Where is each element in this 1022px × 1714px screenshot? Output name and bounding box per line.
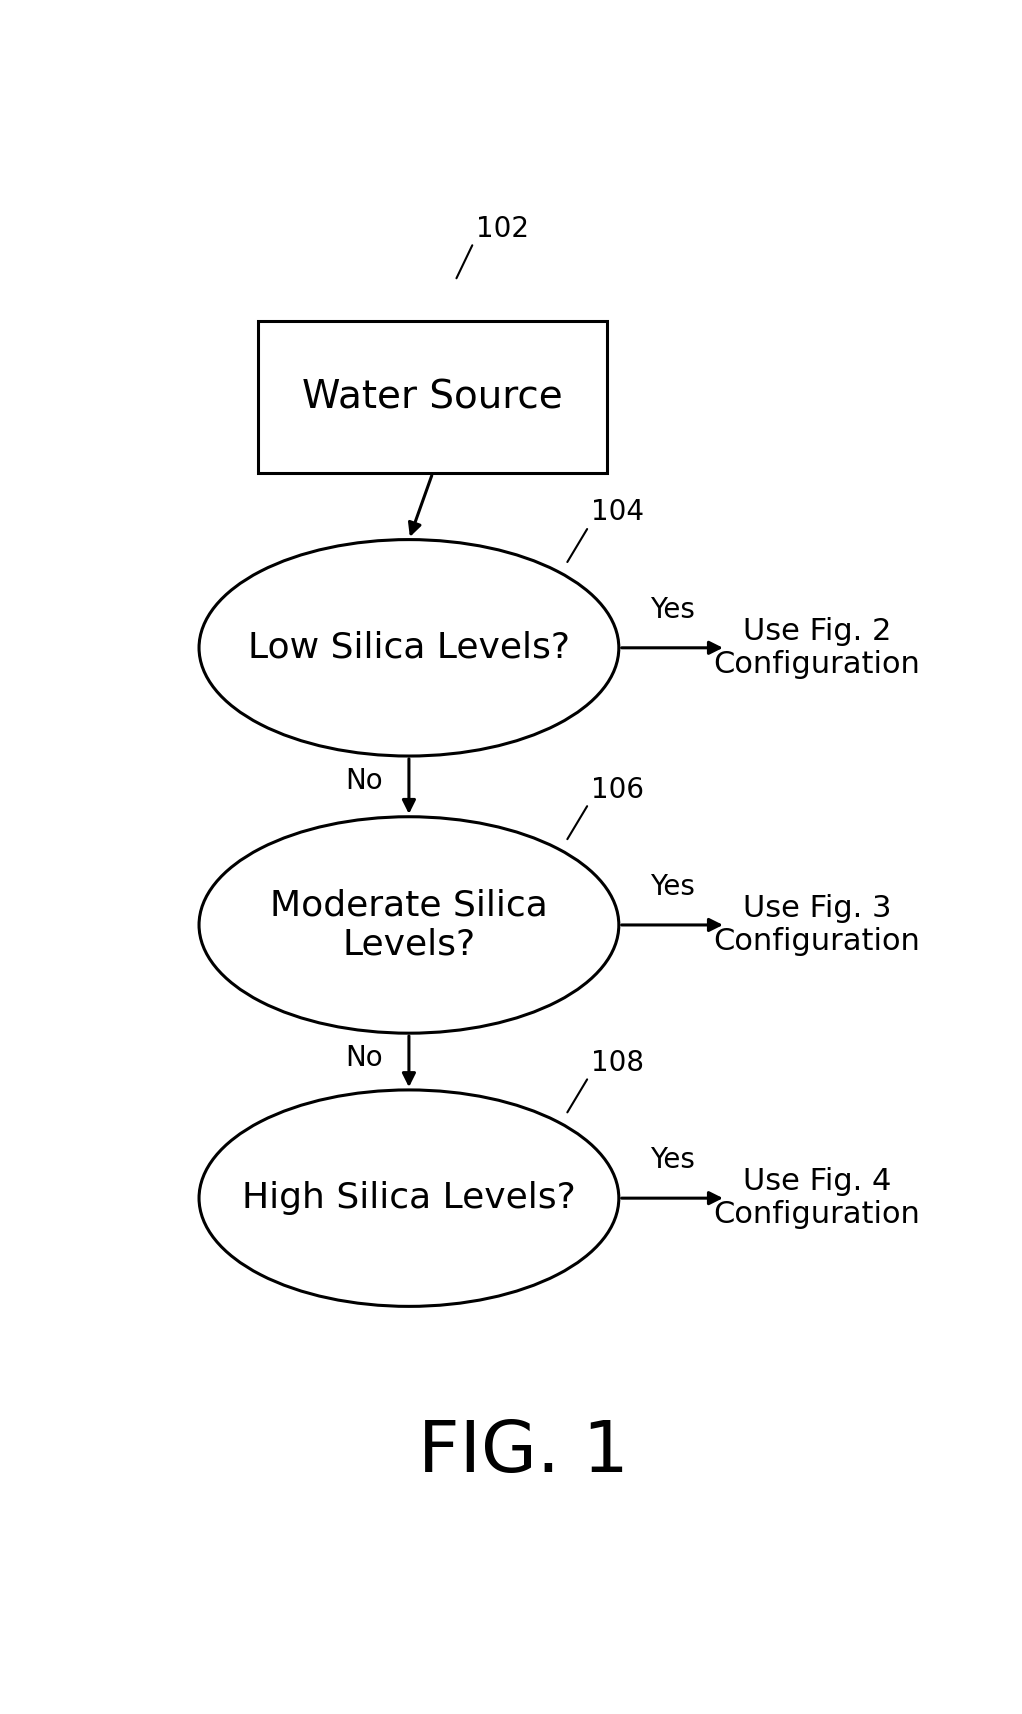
Text: Yes: Yes <box>650 872 695 902</box>
Text: 106: 106 <box>591 775 644 804</box>
Text: 108: 108 <box>591 1049 644 1076</box>
FancyBboxPatch shape <box>259 321 607 473</box>
Ellipse shape <box>199 540 619 756</box>
Text: Yes: Yes <box>650 1147 695 1174</box>
Ellipse shape <box>199 1090 619 1306</box>
Text: Yes: Yes <box>650 596 695 624</box>
Text: No: No <box>345 766 383 795</box>
Text: 102: 102 <box>476 214 529 243</box>
Ellipse shape <box>199 818 619 1034</box>
Text: High Silica Levels?: High Silica Levels? <box>242 1181 575 1215</box>
Text: Use Fig. 4
Configuration: Use Fig. 4 Configuration <box>713 1167 920 1229</box>
Text: No: No <box>345 1044 383 1071</box>
Text: Use Fig. 2
Configuration: Use Fig. 2 Configuration <box>713 617 920 679</box>
Text: Water Source: Water Source <box>303 379 563 417</box>
Text: Low Silica Levels?: Low Silica Levels? <box>248 631 570 665</box>
Text: Moderate Silica
Levels?: Moderate Silica Levels? <box>270 888 548 962</box>
Text: FIG. 1: FIG. 1 <box>418 1419 630 1488</box>
Text: 104: 104 <box>591 499 644 526</box>
Text: Use Fig. 3
Configuration: Use Fig. 3 Configuration <box>713 893 920 956</box>
